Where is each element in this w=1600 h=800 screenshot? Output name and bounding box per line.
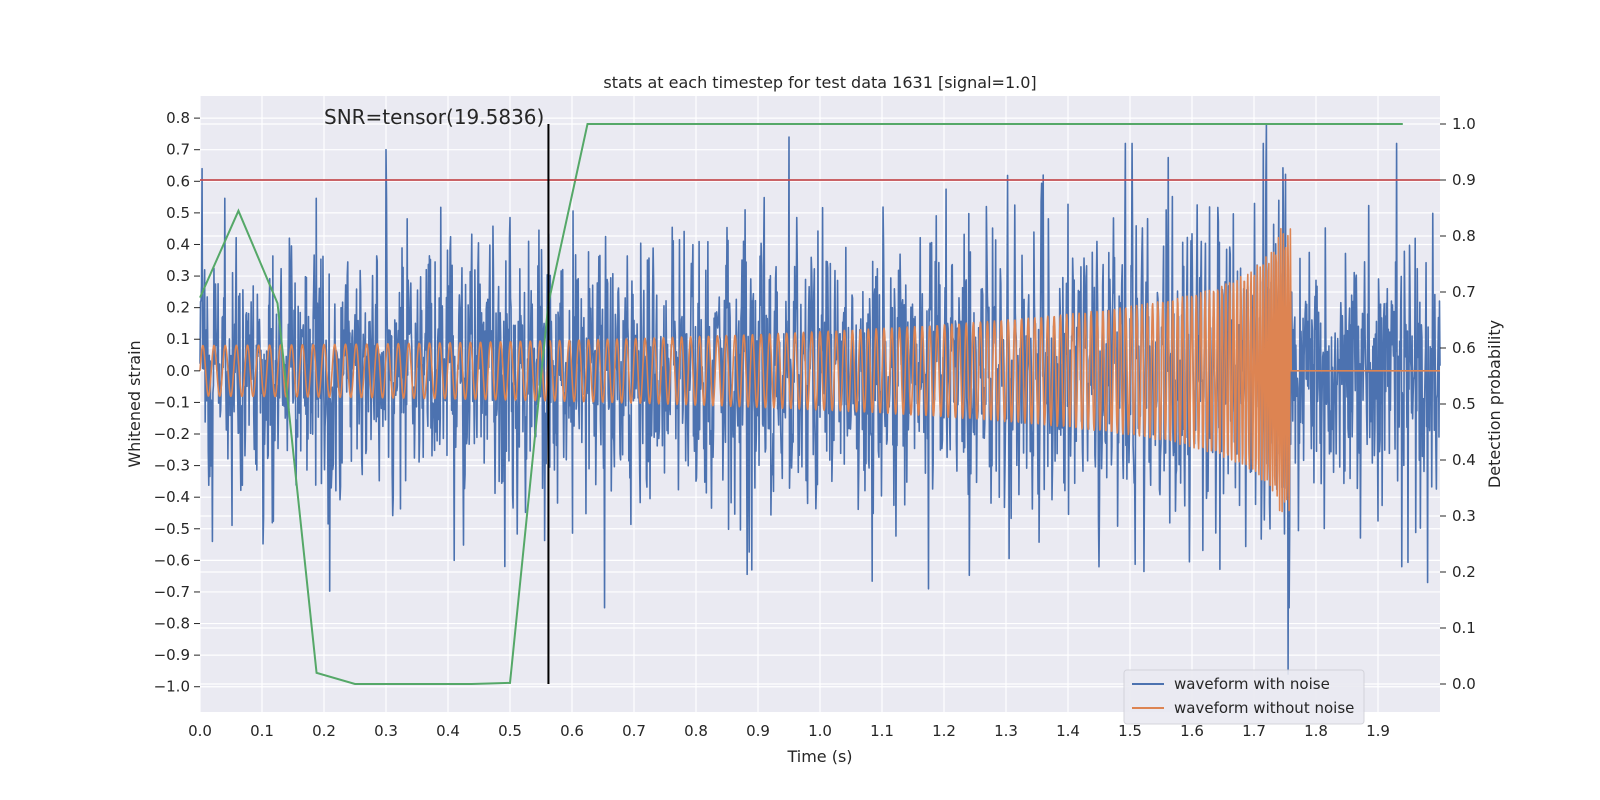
y-tick-label: 0.3 [166,267,190,285]
y-right-tick-label: 0.9 [1452,171,1476,189]
y-tick-label: 0.7 [166,141,190,159]
y-right-tick-label: 0.3 [1452,507,1476,525]
legend-entry-clean: waveform without noise [1174,699,1354,717]
chart-title: stats at each timestep for test data 163… [603,73,1036,92]
y-right-tick-label: 0.7 [1452,283,1476,301]
y-tick-label: −0.6 [154,551,190,569]
x-tick-label: 1.1 [870,722,894,740]
y-tick-label: −0.1 [154,393,190,411]
y-right-tick-label: 0.1 [1452,619,1476,637]
x-tick-label: 0.8 [684,722,708,740]
x-tick-label: 1.7 [1242,722,1266,740]
y-tick-label: 0.0 [166,362,190,380]
y-tick-label: 0.8 [166,109,190,127]
x-tick-label: 1.0 [808,722,832,740]
x-tick-label: 0.3 [374,722,398,740]
y-tick-label: −0.9 [154,646,190,664]
y-right-tick-label: 0.6 [1452,339,1476,357]
probability-line [199,123,1403,685]
legend-entry-noise: waveform with noise [1174,675,1330,693]
y-right-tick-label: 0.8 [1452,227,1476,245]
y-tick-label: −0.7 [154,583,190,601]
y-tick-label: 0.4 [166,235,190,253]
y-tick-label: 0.1 [166,330,190,348]
y-right-tick-label: 1.0 [1452,115,1476,133]
x-tick-label: 0.5 [498,722,522,740]
y-tick-label: −1.0 [154,678,190,696]
y-tick-label: 0.6 [166,172,190,190]
legend: waveform with noise waveform without noi… [1123,669,1365,725]
x-tick-label: 1.3 [994,722,1018,740]
y-tick-label: −0.4 [154,488,190,506]
clean-line [199,227,1441,513]
x-tick-label: 1.9 [1366,722,1390,740]
y-tick-label: −0.8 [154,615,190,633]
y-tick-label: −0.2 [154,425,190,443]
series-detection-probability [199,123,1403,685]
y-right-tick-label: 0.4 [1452,451,1476,469]
y-axis-ticks-right: 1.0 0.9 0.8 0.7 0.6 0.5 0.4 0.3 0.2 0.1 0.0 [1440,115,1476,693]
series-waveform-without-noise [199,227,1441,513]
x-tick-label: 0.7 [622,722,646,740]
y-right-tick-label: 0.2 [1452,563,1476,581]
x-tick-label: 0.4 [436,722,460,740]
y-right-tick-label: 0.5 [1452,395,1476,413]
x-tick-label: 1.4 [1056,722,1080,740]
y-tick-label: −0.5 [154,520,190,538]
noise-line [199,123,1441,675]
snr-annotation: SNR=tensor(19.5836) [324,105,544,129]
y-right-tick-label: 0.0 [1452,675,1476,693]
x-tick-label: 0.1 [250,722,274,740]
y-axis-label-right: Detection probability [1485,320,1504,488]
x-tick-label: 0.9 [746,722,770,740]
y-tick-label: 0.2 [166,299,190,317]
y-axis-ticks-left: 0.8 0.7 0.6 0.5 0.4 0.3 0.2 0.1 0.0 −0.1 −0.2 −0.3 −… [154,109,200,696]
series-waveform-with-noise [199,123,1441,675]
x-tick-label: 1.2 [932,722,956,740]
x-tick-label: 1.8 [1304,722,1328,740]
x-tick-label: 0.0 [188,722,212,740]
legend-box [1123,669,1365,725]
x-axis-ticks: 0.0 0.1 0.2 0.3 0.4 0.5 0.6 0.7 0.8 0.9 1.0 1.1 1.2 1… [188,722,1390,740]
x-tick-label: 0.2 [312,722,336,740]
x-axis-label: Time (s) [786,747,852,766]
y-axis-label-left: Whitened strain [125,340,144,467]
y-tick-label: −0.3 [154,457,190,475]
x-tick-label: 1.5 [1118,722,1142,740]
x-tick-label: 1.6 [1180,722,1204,740]
x-tick-label: 0.6 [560,722,584,740]
y-tick-label: 0.5 [166,204,190,222]
